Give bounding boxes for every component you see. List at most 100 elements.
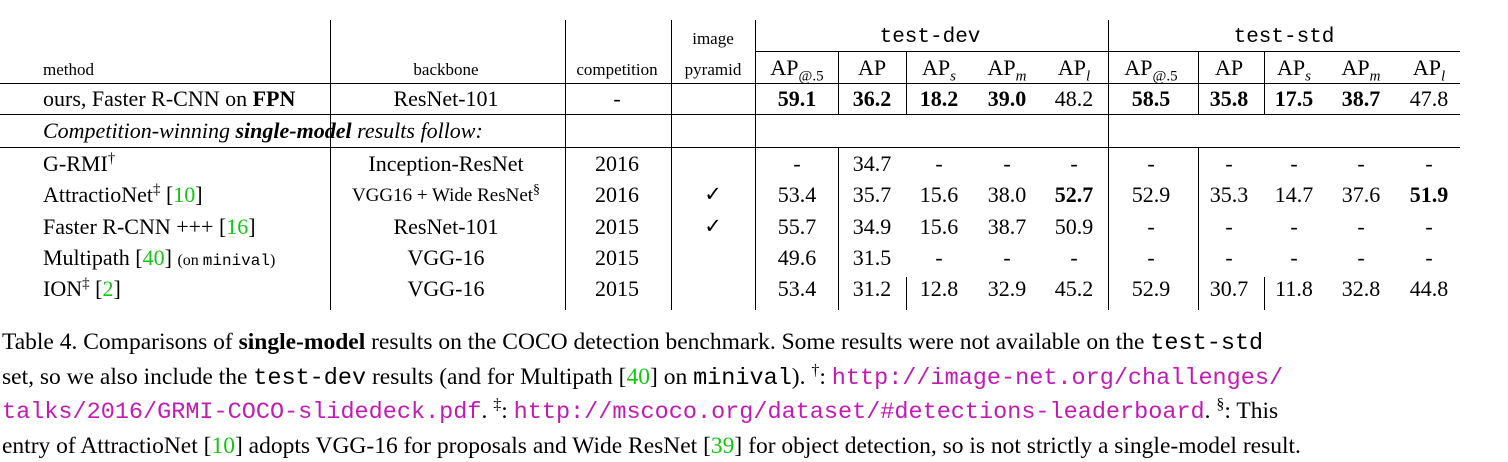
caption-link-grmi-part1[interactable]: http://image-net.org/challenges/ bbox=[832, 365, 1283, 392]
ours-dev-ap: 36.2 bbox=[853, 88, 892, 110]
row-grmi-competition: 2016 bbox=[595, 153, 639, 175]
row-ion-std-apm: 32.8 bbox=[1342, 278, 1381, 300]
header-test-std: test-std bbox=[1234, 27, 1335, 48]
ours-backbone: ResNet-101 bbox=[393, 88, 498, 110]
caption-ref-40[interactable]: 40 bbox=[627, 364, 651, 390]
row-grmi-method: G-RMI† bbox=[43, 153, 115, 175]
header-std-ap50: AP@.5 bbox=[1124, 57, 1177, 79]
ours-method-bold: FPN bbox=[253, 86, 296, 111]
header-std-apm-base: AP bbox=[1342, 55, 1370, 80]
col-divider-method bbox=[330, 20, 331, 310]
header-std-apm-sub: m bbox=[1370, 68, 1381, 84]
row-attractionet-pyramid-check: ✓ bbox=[704, 184, 722, 205]
row-attractionet-name: AttractioNet bbox=[43, 182, 153, 207]
row-attractionet-competition: 2016 bbox=[595, 184, 639, 206]
row-attractionet-std-apl: 51.9 bbox=[1410, 184, 1449, 206]
row-ion-competition: 2015 bbox=[595, 278, 639, 300]
row-grmi-name: G-RMI bbox=[43, 151, 108, 176]
dev-ap-divider bbox=[906, 277, 907, 310]
caption-line-3: talks/2016/GRMI-COCO-slidedeck.pdf. ‡: h… bbox=[2, 395, 1502, 430]
row-fasterrcnn-std-ap50: - bbox=[1147, 216, 1154, 238]
caption-text-2: results on the COCO detection benchmark.… bbox=[365, 329, 1150, 355]
row-multipath-dev-aps: - bbox=[935, 247, 942, 269]
row-fasterrcnn-dev-ap50: 55.7 bbox=[778, 216, 817, 238]
row-attractionet-std-ap: 35.3 bbox=[1210, 184, 1249, 206]
dev-ap-divider bbox=[906, 51, 907, 114]
header-test-dev: test-dev bbox=[880, 27, 981, 48]
header-std-ap50-base: AP bbox=[1124, 55, 1152, 80]
caption-text-11: : This bbox=[1224, 398, 1278, 424]
row-ion-std-apl: 44.8 bbox=[1410, 278, 1449, 300]
header-image: image bbox=[692, 30, 734, 47]
header-dev-apl-base: AP bbox=[1058, 55, 1086, 80]
caption-link-grmi-part2[interactable]: talks/2016/GRMI-COCO-slidedeck.pdf bbox=[2, 399, 481, 426]
caption-text-9: : bbox=[501, 398, 513, 424]
row-ion-backbone: VGG-16 bbox=[408, 278, 485, 300]
row-multipath-dev-apl: - bbox=[1070, 247, 1077, 269]
row-fasterrcnn-method: Faster R-CNN +++ [16] bbox=[43, 216, 256, 238]
header-std-apl-sub: l bbox=[1441, 68, 1445, 84]
header-std-apl: APl bbox=[1413, 57, 1445, 79]
row-attractionet-dev-apl: 52.7 bbox=[1055, 184, 1094, 206]
caption-ref-39[interactable]: 39 bbox=[711, 433, 735, 459]
ours-std-ap50: 58.5 bbox=[1132, 88, 1171, 110]
section-label-after: results follow: bbox=[352, 118, 483, 143]
caption-link-mscoco[interactable]: http://mscoco.org/dataset/#detections-le… bbox=[514, 399, 1205, 426]
row-attractionet-std-apm: 37.6 bbox=[1342, 184, 1381, 206]
std-ap-divider bbox=[1264, 277, 1265, 310]
row-multipath-note: (on minival) bbox=[177, 252, 275, 269]
row-attractionet-backbone-mark: § bbox=[533, 183, 540, 198]
header-dev-aps: APs bbox=[922, 57, 956, 79]
row-multipath-method: Multipath [40] (on minival) bbox=[43, 247, 275, 269]
row-attractionet-mark: ‡ bbox=[153, 182, 161, 198]
col-divider-competition bbox=[671, 20, 672, 310]
ours-std-ap: 35.8 bbox=[1210, 88, 1249, 110]
row-ion-std-ap50: 52.9 bbox=[1132, 278, 1171, 300]
section-label-bold: single-model bbox=[236, 118, 352, 143]
row-ion-dev-ap50: 53.4 bbox=[778, 278, 817, 300]
row-attractionet-ref[interactable]: 10 bbox=[173, 182, 195, 207]
ours-dev-aps: 18.2 bbox=[920, 88, 959, 110]
caption-line-4: entry of AttractioNet [10] adopts VGG-16… bbox=[2, 430, 1502, 462]
header-bottom-rule bbox=[0, 83, 1460, 84]
row-fasterrcnn-dev-aps: 15.6 bbox=[920, 216, 959, 238]
row-multipath-std-apm: - bbox=[1357, 247, 1364, 269]
row-ion-name: ION bbox=[43, 276, 82, 301]
row-ion-dev-aps: 12.8 bbox=[920, 278, 959, 300]
row-fasterrcnn-dev-ap: 34.9 bbox=[853, 216, 892, 238]
row-fasterrcnn-name: Faster R-CNN +++ bbox=[43, 214, 213, 239]
comparison-table: method backbone competition image pyrami… bbox=[0, 0, 1508, 310]
caption-label: Table 4. bbox=[2, 329, 77, 355]
row-ion-method: ION‡ [2] bbox=[43, 278, 121, 300]
row-grmi-std-aps: - bbox=[1290, 153, 1297, 175]
section-label: Competition-winning single-model results… bbox=[43, 120, 483, 142]
row-ion-dev-apm: 32.9 bbox=[988, 278, 1027, 300]
header-dev-apl: APl bbox=[1058, 57, 1090, 79]
row-multipath-std-aps: - bbox=[1290, 247, 1297, 269]
caption-text-1: Comparisons of bbox=[77, 329, 238, 355]
row-attractionet-backbone: VGG16 + Wide ResNet§ bbox=[352, 186, 540, 205]
row-multipath-backbone: VGG-16 bbox=[408, 247, 485, 269]
row-multipath-std-apl: - bbox=[1425, 247, 1432, 269]
row-ion-dev-ap: 31.2 bbox=[853, 278, 892, 300]
row-multipath-std-ap: - bbox=[1225, 247, 1232, 269]
ours-dev-apl: 48.2 bbox=[1055, 88, 1094, 110]
row-multipath-ref[interactable]: 40 bbox=[143, 245, 165, 270]
caption-line-1: Table 4. Comparisons of single-model res… bbox=[2, 326, 1502, 361]
caption-ref-10[interactable]: 10 bbox=[211, 433, 235, 459]
caption-text-4: results (and for Multipath [ bbox=[366, 364, 626, 390]
header-method: method bbox=[43, 61, 94, 78]
std-ap-divider bbox=[1264, 51, 1265, 114]
row-attractionet-dev-ap50: 53.4 bbox=[778, 184, 817, 206]
row-attractionet-dev-ap: 35.7 bbox=[853, 184, 892, 206]
row-fasterrcnn-ref[interactable]: 16 bbox=[226, 214, 248, 239]
caption-line-2: set, so we also include the test-dev res… bbox=[2, 361, 1502, 396]
ours-std-apl: 47.8 bbox=[1410, 88, 1449, 110]
header-dev-ap: AP bbox=[858, 57, 886, 79]
col-divider-backbone bbox=[565, 20, 566, 310]
header-std-ap: AP bbox=[1215, 57, 1243, 79]
row-multipath-competition: 2015 bbox=[595, 247, 639, 269]
header-dev-aps-sub: s bbox=[950, 68, 956, 84]
row-ion-ref[interactable]: 2 bbox=[102, 276, 113, 301]
header-dev-apm: APm bbox=[988, 57, 1027, 79]
